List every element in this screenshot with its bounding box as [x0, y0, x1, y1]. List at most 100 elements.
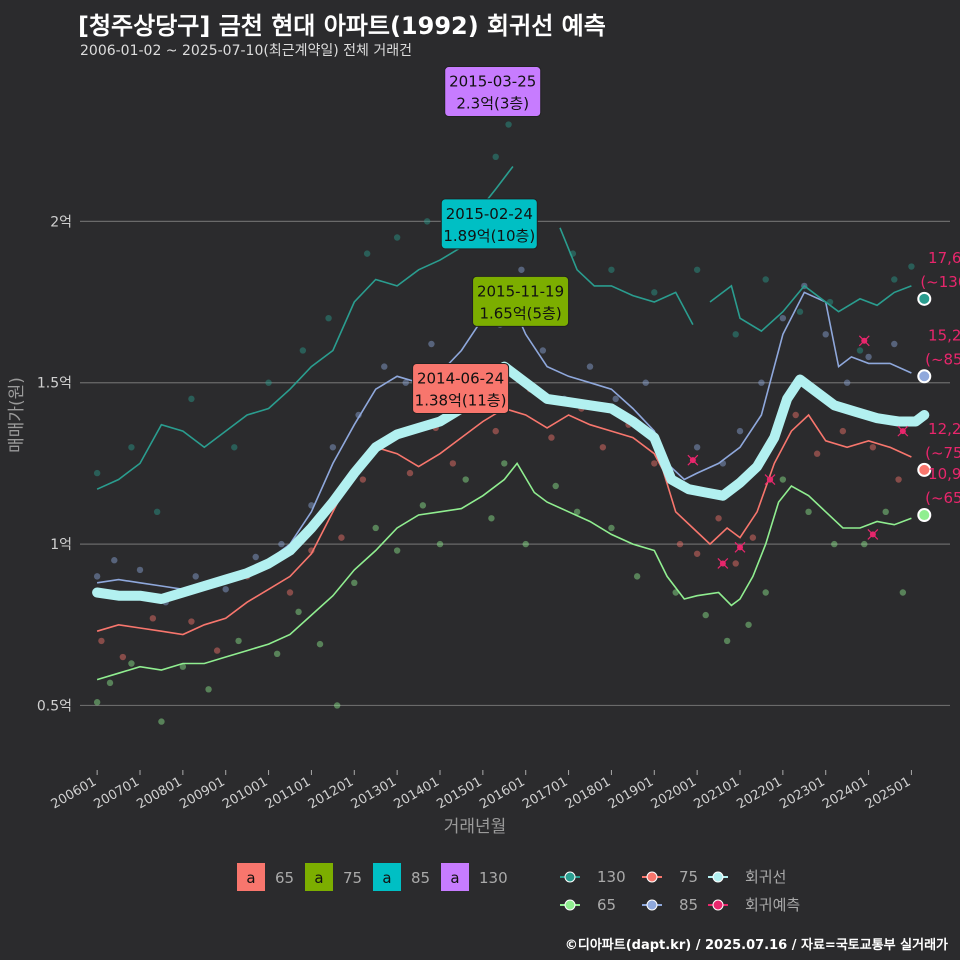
grid-layer: [80, 220, 950, 707]
scatter-point: [518, 266, 525, 273]
legend-marker: [712, 899, 724, 911]
footer-credit: ©디아파트(dapt.kr) / 2025.07.16 / 자료=국토교통부 실…: [564, 938, 948, 953]
scatter-point: [732, 560, 739, 567]
regression-layer: [92, 361, 930, 604]
scatter-point: [205, 686, 212, 693]
x-tick-label: 201101: [263, 774, 313, 812]
scatter-point: [286, 589, 294, 596]
scatter-point: [222, 586, 229, 593]
scatter-point: [779, 314, 787, 322]
scatter-point: [136, 566, 144, 574]
forecast-layer: [687, 335, 909, 569]
scatter-point: [338, 534, 345, 541]
scatter-point: [213, 647, 221, 654]
callout-box: [440, 198, 538, 250]
scatter-point: [831, 540, 838, 548]
scatter-point: [856, 347, 864, 354]
legend-label: 130: [597, 868, 626, 886]
scatter-point: [252, 553, 259, 561]
scatter-point: [488, 515, 495, 522]
scatter-point: [98, 637, 105, 645]
legend-marker: [646, 899, 658, 911]
chart-title: [청주상당구] 금천 현대 아파트(1992) 회귀선 예측: [78, 12, 606, 40]
forecast-marker: [858, 335, 870, 347]
x-tick-label: 200601: [49, 774, 99, 812]
scatter-point: [363, 250, 371, 257]
legend-swatch-letter: a: [382, 869, 391, 887]
scatter-point: [869, 444, 877, 451]
scatter-point: [796, 308, 804, 315]
x-tick-label: 201301: [349, 774, 399, 812]
scatter-point: [419, 502, 427, 509]
legend-label: 회귀예측: [745, 896, 800, 914]
scatter-point: [351, 579, 358, 587]
scatter-point: [762, 276, 769, 283]
scatter-point: [612, 395, 619, 403]
callout-value: 1.65억(5층): [479, 304, 561, 322]
series-line: [96, 461, 912, 681]
forecast-marker: [734, 541, 746, 553]
legend-label: 65: [275, 869, 294, 887]
end-area-label: (~65㎡): [925, 489, 960, 507]
scatter-point: [449, 460, 457, 467]
x-tick-label: 201501: [434, 774, 484, 812]
legend-marker: [564, 871, 576, 883]
callout-value: 1.89억(10층): [443, 227, 535, 245]
scatter-point: [492, 427, 499, 435]
x-tick-label: 201201: [306, 774, 356, 812]
x-axis-label: 거래년월: [444, 817, 507, 837]
legend-swatch-letter: a: [246, 869, 255, 887]
scatter-point: [106, 679, 114, 687]
x-tick-label: 202201: [734, 774, 784, 812]
legend-label: 75: [343, 869, 362, 887]
scatter-point: [822, 331, 829, 338]
scatter-point: [539, 347, 547, 354]
scatter-point: [693, 550, 701, 557]
scatter-point: [891, 276, 898, 283]
legend-layer: a 65 a 75 a 85 a 130 130 75 회귀선 65 85 회귀예측: [237, 863, 800, 914]
scatter-point: [265, 379, 272, 386]
scatter-point: [492, 153, 499, 161]
x-tick-label: 201901: [606, 774, 656, 812]
scatter-point: [723, 637, 731, 645]
chart-subtitle: 2006-01-02 ~ 2025-07-10(최근계약일) 전체 거래건: [80, 43, 412, 59]
scatter-point: [895, 476, 902, 483]
forecast-marker: [764, 474, 776, 485]
end-value-label: 15,238: [928, 326, 960, 344]
x-tick-label: 201601: [477, 774, 527, 812]
end-value-label: 17,600: [928, 249, 960, 267]
forecast-marker: [717, 558, 729, 569]
y-tick-label: 1.5억: [37, 376, 72, 392]
end-marker: [917, 291, 932, 306]
scatter-point: [762, 589, 769, 596]
scatter-point: [843, 379, 851, 386]
series-line: [96, 166, 514, 490]
scatter-point: [758, 379, 765, 386]
callout-box: [412, 362, 510, 414]
scatter-point: [633, 573, 641, 580]
scatter-point: [462, 476, 469, 483]
scatter-point: [381, 363, 388, 370]
end-value-label: 12,267: [928, 420, 960, 438]
legend-marker: [712, 871, 724, 883]
legend-swatch-letter: a: [450, 869, 459, 887]
scatter-point: [295, 608, 302, 616]
callout-value: 1.38억(11층): [415, 391, 507, 409]
legend-swatch: [237, 863, 265, 891]
scatter-point: [231, 444, 238, 451]
scatter-point: [406, 469, 414, 477]
scatter-point: [736, 427, 744, 435]
callout-date: 2014-06-24: [417, 369, 504, 387]
scatter-point: [715, 515, 722, 522]
scatter-point: [128, 444, 135, 451]
callout-box: [472, 275, 570, 327]
scatter-point: [522, 540, 529, 548]
x-tick-label: 202101: [692, 774, 742, 812]
scatter-point: [428, 340, 435, 348]
callout-date: 2015-03-25: [449, 73, 536, 91]
scatter-point: [393, 547, 401, 554]
end-marker: [917, 508, 932, 523]
y-tick-label: 0.5억: [37, 698, 72, 714]
scatter-point: [573, 508, 581, 516]
